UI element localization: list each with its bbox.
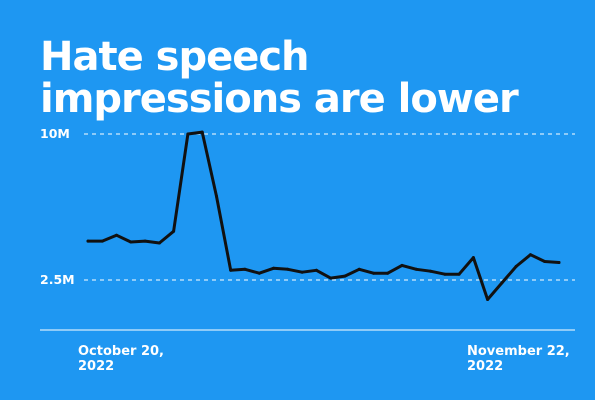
data-point-31 [529, 253, 532, 257]
x-label-start: October 20, 2022 [78, 344, 198, 374]
data-point-24 [429, 269, 432, 273]
data-point-26 [457, 272, 461, 276]
series-points [86, 130, 561, 301]
data-point-25 [443, 272, 447, 276]
data-point-20 [372, 271, 375, 275]
data-point-18 [343, 274, 347, 278]
data-point-19 [357, 267, 361, 271]
data-point-28 [486, 298, 490, 301]
data-point-1 [100, 239, 104, 243]
data-point-21 [386, 271, 390, 275]
data-point-30 [514, 264, 518, 268]
grid-layer [84, 133, 575, 281]
data-point-2 [115, 233, 118, 237]
y-tick-labels: 10M 2.5M [40, 126, 75, 287]
data-point-5 [157, 241, 161, 245]
title-line-1: Hate speech [40, 34, 310, 80]
x-label-end-line2: 2022 [467, 359, 504, 374]
series-line [86, 130, 561, 301]
data-point-13 [272, 266, 275, 270]
data-point-16 [314, 268, 318, 272]
data-point-14 [286, 267, 290, 271]
title-line-2: impressions are lower [40, 76, 519, 122]
data-point-3 [129, 240, 133, 244]
chart-title: Hate speech impressions are lower [40, 34, 519, 122]
x-label-start-line2: 2022 [78, 359, 115, 374]
data-point-23 [414, 267, 418, 271]
data-point-17 [329, 276, 333, 280]
data-point-0 [86, 239, 90, 243]
x-label-start-line1: October 20, [78, 344, 164, 359]
data-point-29 [500, 281, 504, 285]
data-point-11 [243, 267, 247, 271]
data-point-32 [543, 260, 547, 263]
data-point-6 [172, 229, 176, 233]
data-point-12 [257, 271, 261, 275]
y-tick-label-0: 10M [40, 126, 70, 141]
data-point-9 [215, 194, 218, 198]
data-point-15 [300, 270, 304, 274]
data-point-27 [471, 256, 475, 260]
y-tick-label-1: 2.5M [40, 272, 75, 287]
data-point-22 [400, 263, 404, 267]
data-point-10 [229, 268, 233, 272]
x-label-end: November 22, 2022 [467, 344, 587, 374]
data-point-4 [143, 239, 147, 243]
data-point-7 [186, 132, 190, 136]
data-point-33 [557, 261, 561, 264]
x-label-end-line1: November 22, [467, 344, 570, 359]
data-point-8 [200, 130, 204, 134]
